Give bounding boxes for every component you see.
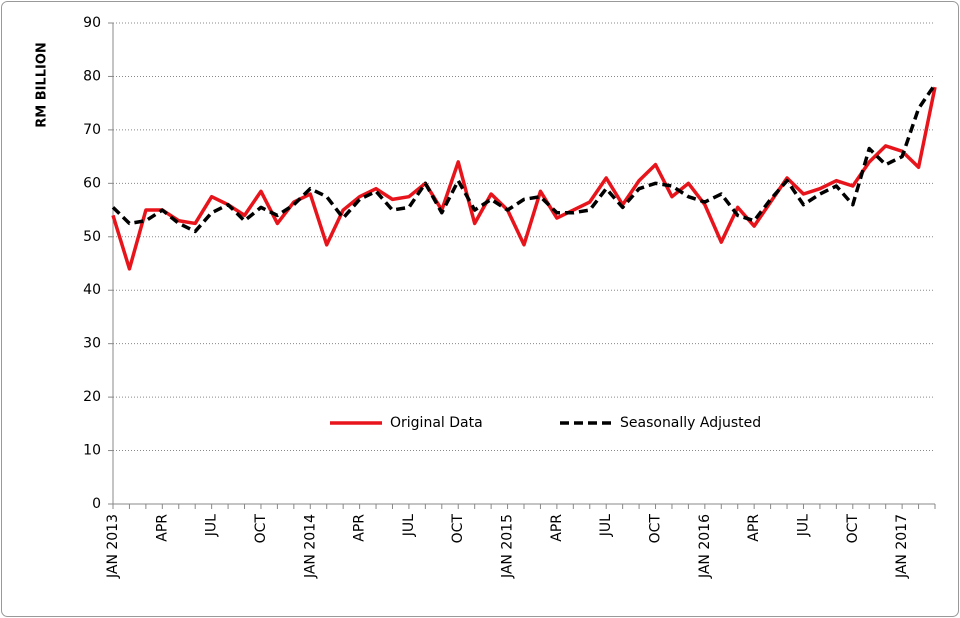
y-tick-label: 80	[83, 68, 101, 84]
x-tick-label: JAN 2013	[105, 514, 121, 579]
y-tick-label: 50	[83, 229, 101, 245]
legend-label: Original Data	[390, 415, 483, 431]
x-tick-label: APR	[154, 514, 170, 542]
x-tick-label: JUL	[204, 514, 220, 537]
y-tick-label: 40	[83, 282, 101, 298]
x-tick-label: JAN 2015	[500, 514, 516, 579]
x-tick-label: JAN 2014	[302, 514, 318, 579]
data-line	[111, 86, 937, 271]
x-tick-label: OCT	[253, 514, 269, 544]
x-tick-label: JAN 2017	[894, 514, 910, 579]
x-tick-label: APR	[549, 514, 565, 542]
y-axis-label: RM BILLION	[35, 42, 50, 128]
y-tick-label: 60	[83, 175, 101, 191]
x-tick-label: JUL	[401, 514, 417, 537]
data-line	[111, 83, 937, 234]
y-tick-label: 10	[83, 443, 101, 459]
x-tick-label: JAN 2016	[697, 514, 713, 579]
y-tick-label: 30	[83, 336, 101, 352]
x-tick-label: APR	[352, 514, 368, 542]
x-tick-label: JUL	[598, 514, 614, 537]
x-tick-label: OCT	[450, 514, 466, 544]
x-tick-label: OCT	[648, 514, 664, 544]
y-tick-label: 0	[92, 496, 101, 512]
y-tick-label: 90	[83, 15, 101, 31]
legend-label: Seasonally Adjusted	[620, 415, 761, 431]
x-tick-label: APR	[746, 514, 762, 542]
x-tick-label: OCT	[845, 514, 861, 544]
y-tick-label: 70	[83, 122, 101, 138]
y-tick-label: 20	[83, 389, 101, 405]
x-tick-label: JUL	[795, 514, 811, 537]
